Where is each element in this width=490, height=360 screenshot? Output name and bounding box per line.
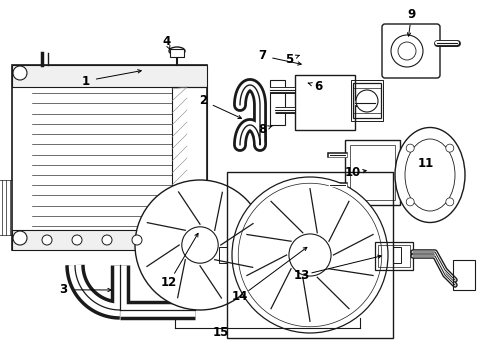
Ellipse shape [395,127,465,222]
Bar [12,65,207,250]
Text: 9: 9 [408,8,416,21]
Bar [295,75,355,130]
Bar [378,245,410,267]
Bar [170,49,184,57]
Text: 7: 7 [258,49,266,62]
Text: 5: 5 [285,53,293,66]
Circle shape [398,42,416,60]
Circle shape [356,90,378,112]
Bar [393,247,401,263]
Circle shape [42,235,52,245]
Text: 10: 10 [344,166,361,179]
Bar [12,65,207,87]
Bar [172,87,207,245]
Bar [227,172,393,338]
Ellipse shape [169,47,185,55]
Circle shape [102,235,112,245]
Circle shape [289,234,331,276]
Circle shape [132,235,142,245]
Circle shape [238,183,382,327]
Bar [219,247,227,263]
Bar [353,83,381,118]
Ellipse shape [405,139,455,211]
Text: 3: 3 [60,283,68,296]
Circle shape [72,235,82,245]
Circle shape [446,198,454,206]
Text: 2: 2 [199,94,207,107]
Bar [350,145,395,200]
Text: 8: 8 [258,123,266,136]
Text: 1: 1 [82,75,90,87]
Text: 4: 4 [163,35,171,48]
Text: 15: 15 [212,327,229,339]
Circle shape [406,144,414,152]
Bar [12,230,172,250]
Circle shape [135,180,265,310]
Bar [345,140,400,205]
Bar [375,242,413,270]
Bar [351,80,383,121]
Circle shape [406,198,414,206]
Text: 12: 12 [161,276,177,289]
Circle shape [446,144,454,152]
Circle shape [232,177,388,333]
Circle shape [391,35,423,67]
Bar [270,80,285,125]
Bar [453,260,475,290]
Text: 13: 13 [293,269,310,282]
Circle shape [182,227,218,263]
Circle shape [13,66,27,80]
Text: 14: 14 [232,291,248,303]
Circle shape [13,231,27,245]
Text: 11: 11 [418,157,435,170]
Text: 6: 6 [315,80,322,93]
